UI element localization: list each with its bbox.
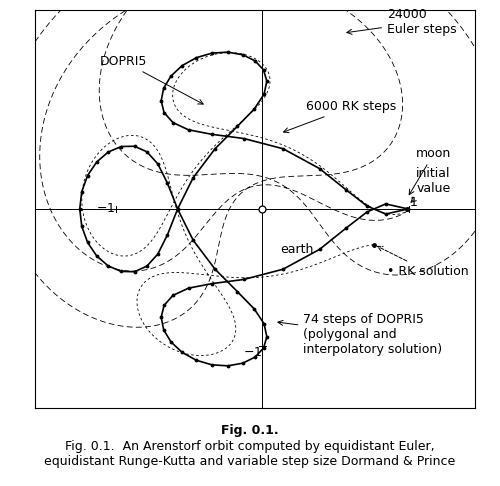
Text: Fig. 0.1.: Fig. 0.1. bbox=[221, 424, 279, 436]
Text: 24000
Euler steps: 24000 Euler steps bbox=[347, 8, 457, 36]
Text: 6000 RK steps: 6000 RK steps bbox=[284, 100, 397, 133]
Text: moon: moon bbox=[409, 147, 452, 195]
Text: Fig. 0.1.  An Arenstorf orbit computed by equidistant Euler,
equidistant Runge-K: Fig. 0.1. An Arenstorf orbit computed by… bbox=[44, 440, 456, 468]
Text: DOPRI5: DOPRI5 bbox=[100, 55, 203, 104]
Text: $1$: $1$ bbox=[409, 196, 418, 209]
Text: $-1$: $-1$ bbox=[96, 203, 116, 215]
Text: 74 steps of DOPRI5
(polygonal and
interpolatory solution): 74 steps of DOPRI5 (polygonal and interp… bbox=[278, 313, 442, 356]
Text: • RK solution: • RK solution bbox=[378, 246, 468, 278]
Text: initial
value: initial value bbox=[411, 168, 451, 202]
Text: $-1$: $-1$ bbox=[243, 347, 262, 360]
Text: earth: earth bbox=[280, 243, 314, 256]
